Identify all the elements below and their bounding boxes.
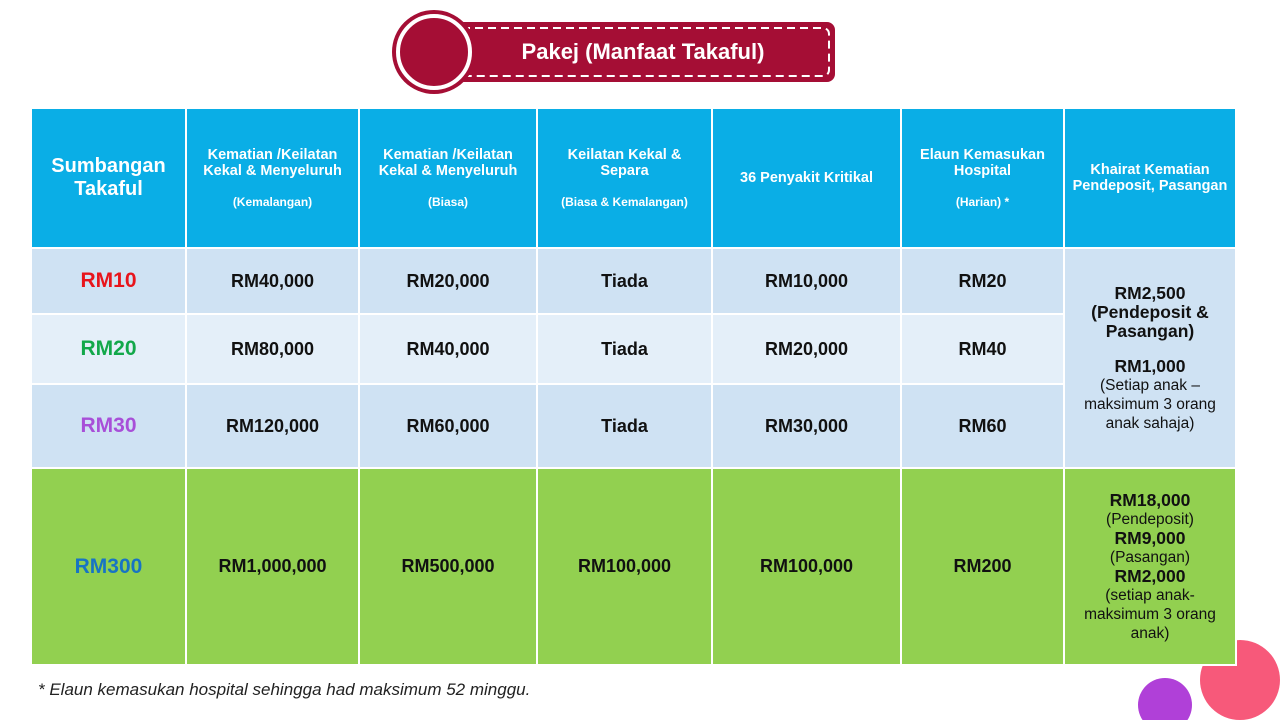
header-note: (Biasa & Kemalangan) <box>561 195 688 209</box>
cell-line: RM1,000 <box>1114 355 1186 376</box>
title: Pakej (Manfaat Takaful) <box>522 39 765 64</box>
header-text: Sumbangan Takaful <box>51 155 166 200</box>
cell-line: (Pendeposit) <box>1106 510 1194 528</box>
cell: Tiada <box>536 247 713 315</box>
cell: RM100,000 <box>711 467 902 666</box>
cell: RM200 <box>900 467 1065 666</box>
header-note: (Harian) * <box>955 195 1010 209</box>
header-text: Keilatan Kekal & Separa <box>567 147 682 179</box>
row: RM20 RM80,000 RM40,000 Tiada RM20,000 RM40 <box>30 313 1236 385</box>
benefit-table: Sumbangan Takaful Kematian /Keilatan Keka… <box>30 107 1237 666</box>
cell: RM20,000 <box>711 313 902 385</box>
cell: RM100,000 <box>536 467 713 666</box>
cell: RM1,000,000 <box>185 467 360 666</box>
cell: RM40 <box>900 313 1065 385</box>
header-cell: Kematian /Keilatan Kekal & Menyeluruh (Bi… <box>358 107 538 249</box>
cell: RM120,000 <box>185 383 360 469</box>
header-text: Elaun Kemasukan Hospital <box>920 147 1045 179</box>
cell: RM10,000 <box>711 247 902 315</box>
header-row: Sumbangan Takaful Kematian /Keilatan Keka… <box>30 107 1237 249</box>
header-cell: Kematian /Keilatan Kekal & Menyeluruh (Ke… <box>185 107 360 249</box>
header-cell: Khairat Kematian Pendeposit, Pasangan <box>1063 107 1237 249</box>
cell: RM30,000 <box>711 383 902 469</box>
row: RM10 RM40,000 RM20,000 Tiada RM10,000 RM20 RM2… <box>30 247 1237 469</box>
cell-line: RM2,000 <box>1114 565 1186 586</box>
cell-line: RM18,000 <box>1109 489 1191 510</box>
title-ring <box>396 14 472 90</box>
header-cell: Elaun Kemasukan Hospital (Harian) * <box>900 107 1065 249</box>
cell-line: (Pasangan) <box>1109 548 1191 566</box>
cell: Tiada <box>536 313 713 385</box>
decor-circle <box>1138 678 1192 720</box>
header-text: Kematian /Keilatan Kekal & Menyeluruh <box>203 147 342 179</box>
cell-line: (setiap anak- maksimum 3 orang anak) <box>1084 586 1216 642</box>
cell: RM20 <box>30 313 187 385</box>
cell-line: RM9,000 <box>1114 527 1186 548</box>
header-cell: 36 Penyakit Kritikal <box>711 107 902 249</box>
header-cell: Sumbangan Takaful <box>30 107 187 249</box>
header-text: 36 Penyakit Kritikal <box>740 170 873 186</box>
cell: RM18,000 (Pendeposit) RM9,000 (Pasangan) RM2… <box>1063 467 1237 666</box>
row: RM30 RM120,000 RM60,000 Tiada RM30,000 RM60 <box>30 383 1236 469</box>
header-cell: Keilatan Kekal & Separa (Biasa & Kemalang… <box>536 107 713 249</box>
header-text: Kematian /Keilatan Kekal & Menyeluruh <box>378 147 518 179</box>
cell: RM60,000 <box>358 383 538 469</box>
cell: RM30 <box>30 383 187 469</box>
footnote: * Elaun kemasukan hospital sehingga had … <box>38 680 531 699</box>
row: RM300 RM1,000,000 RM500,000 RM100,000 RM100,… <box>30 467 1237 666</box>
cell: RM60 <box>900 383 1065 469</box>
title-circle <box>392 10 476 94</box>
cell: RM500,000 <box>358 467 538 666</box>
header-note: (Biasa) <box>427 195 468 209</box>
cell: RM40,000 <box>185 247 360 315</box>
cell: RM80,000 <box>185 313 360 385</box>
cell: RM20,000 <box>358 247 538 315</box>
title-badge <box>420 22 835 82</box>
cell: RM300 <box>30 467 187 666</box>
cell: RM10 <box>30 247 187 315</box>
cell: RM2,500 (Pendeposit & Pasangan) RM1,000 (Se… <box>1063 247 1237 469</box>
header-text: Khairat Kematian Pendeposit, Pasangan <box>1072 162 1228 194</box>
cell: RM20 <box>900 247 1065 315</box>
cell-line: (Pendeposit & Pasangan) <box>1091 301 1209 341</box>
cell-line: RM2,500 <box>1114 282 1186 303</box>
header-note: (Kemalangan) <box>232 195 313 209</box>
cell: Tiada <box>536 383 713 469</box>
cell-line: (Setiap anak – maksimum 3 orang anak sah… <box>1084 376 1216 432</box>
cell: RM40,000 <box>358 313 538 385</box>
